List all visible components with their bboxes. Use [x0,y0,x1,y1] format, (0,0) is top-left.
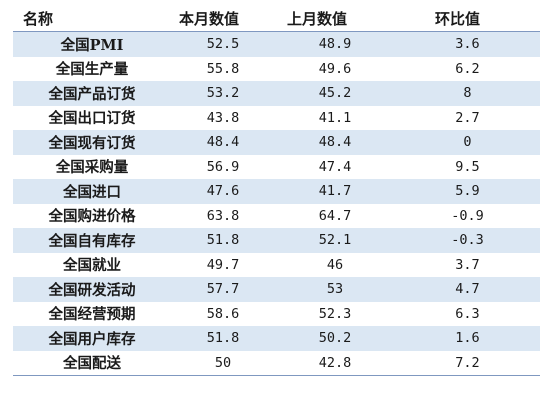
table-row: 全国产品订货 53.2 45.2 8 [13,81,540,106]
row-mom-change: 8 [463,85,472,102]
table-row: 全国就业 49.7 46 3.7 [13,253,540,278]
table-header: 名称 本月数值 上月数值 环比值 [13,5,540,32]
row-this-month: 47.6 [206,183,240,200]
row-last-month: 52.3 [318,305,352,322]
table-bottom-rule [13,375,540,376]
header-last-month: 上月数值 [287,9,348,28]
row-this-month: 51.8 [206,232,240,249]
row-mom-change: -0.3 [451,232,484,249]
row-mom-change: 7.2 [455,354,480,371]
table-row: 全国PMI 52.5 48.9 3.6 [13,32,540,57]
row-this-month: 53.2 [206,85,240,102]
row-this-month: 55.8 [206,60,240,77]
row-this-month: 43.8 [206,109,240,126]
row-last-month: 52.1 [318,232,352,249]
row-last-month: 53 [326,281,344,298]
row-mom-change: 9.5 [455,158,480,175]
table-row: 全国研发活动 57.7 53 4.7 [13,277,540,302]
row-mom-change: 3.6 [455,36,480,53]
table-row: 全国生产量 55.8 49.6 6.2 [13,57,540,82]
table-row: 全国采购量 56.9 47.4 9.5 [13,155,540,180]
row-mom-change: 6.3 [455,305,480,322]
row-last-month: 48.9 [318,36,352,53]
row-this-month: 50 [214,354,232,371]
row-name: 全国就业 [63,257,121,275]
row-this-month: 51.8 [206,330,240,347]
row-mom-change: 1.6 [455,330,480,347]
row-mom-change: 6.2 [455,60,480,77]
table-row: 全国配送 50 42.8 7.2 [13,351,540,376]
row-this-month: 52.5 [206,36,240,53]
row-this-month: 58.6 [206,305,240,322]
row-name: 全国经营预期 [48,306,136,324]
row-last-month: 50.2 [318,330,352,347]
row-this-month: 49.7 [206,256,240,273]
table-row: 全国出口订货 43.8 41.1 2.7 [13,106,540,131]
row-name: 全国自有库存 [48,232,136,250]
table-row: 全国进口 47.6 41.7 5.9 [13,179,540,204]
row-name: 全国产品订货 [48,85,136,103]
row-name: 全国现有订货 [48,134,136,152]
row-name: 全国用户库存 [48,330,136,348]
row-name: 全国PMI [60,36,124,54]
pmi-table: 名称 本月数值 上月数值 环比值 全国PMI 52.5 48.9 3.6 全国生… [13,5,540,376]
row-mom-change: -0.9 [451,207,484,224]
row-name: 全国采购量 [55,159,129,177]
row-name: 全国购进价格 [48,208,136,226]
table-row: 全国经营预期 58.6 52.3 6.3 [13,302,540,327]
row-mom-change: 3.7 [455,256,480,273]
header-this-month: 本月数值 [179,9,240,28]
table-row: 全国自有库存 51.8 52.1 -0.3 [13,228,540,253]
header-mom-change: 环比值 [435,9,481,28]
row-this-month: 57.7 [206,281,240,298]
row-last-month: 42.8 [318,354,352,371]
table-row: 全国用户库存 51.8 50.2 1.6 [13,326,540,351]
row-last-month: 48.4 [318,134,352,151]
row-last-month: 46 [326,256,344,273]
row-name: 全国研发活动 [48,281,136,299]
row-last-month: 41.1 [318,109,352,126]
header-name: 名称 [23,9,54,28]
row-last-month: 41.7 [318,183,352,200]
row-name: 全国出口订货 [48,110,136,128]
row-last-month: 45.2 [318,85,352,102]
row-last-month: 49.6 [318,60,352,77]
row-mom-change: 0 [463,134,472,151]
row-this-month: 56.9 [206,158,240,175]
table-row: 全国现有订货 48.4 48.4 0 [13,130,540,155]
row-mom-change: 5.9 [455,183,480,200]
row-name: 全国进口 [63,183,121,201]
row-last-month: 47.4 [318,158,352,175]
row-name: 全国配送 [63,355,121,373]
row-this-month: 48.4 [206,134,240,151]
row-name: 全国生产量 [55,61,129,79]
row-this-month: 63.8 [206,207,240,224]
table-row: 全国购进价格 63.8 64.7 -0.9 [13,204,540,229]
row-last-month: 64.7 [318,207,352,224]
row-mom-change: 2.7 [455,109,480,126]
row-mom-change: 4.7 [455,281,480,298]
